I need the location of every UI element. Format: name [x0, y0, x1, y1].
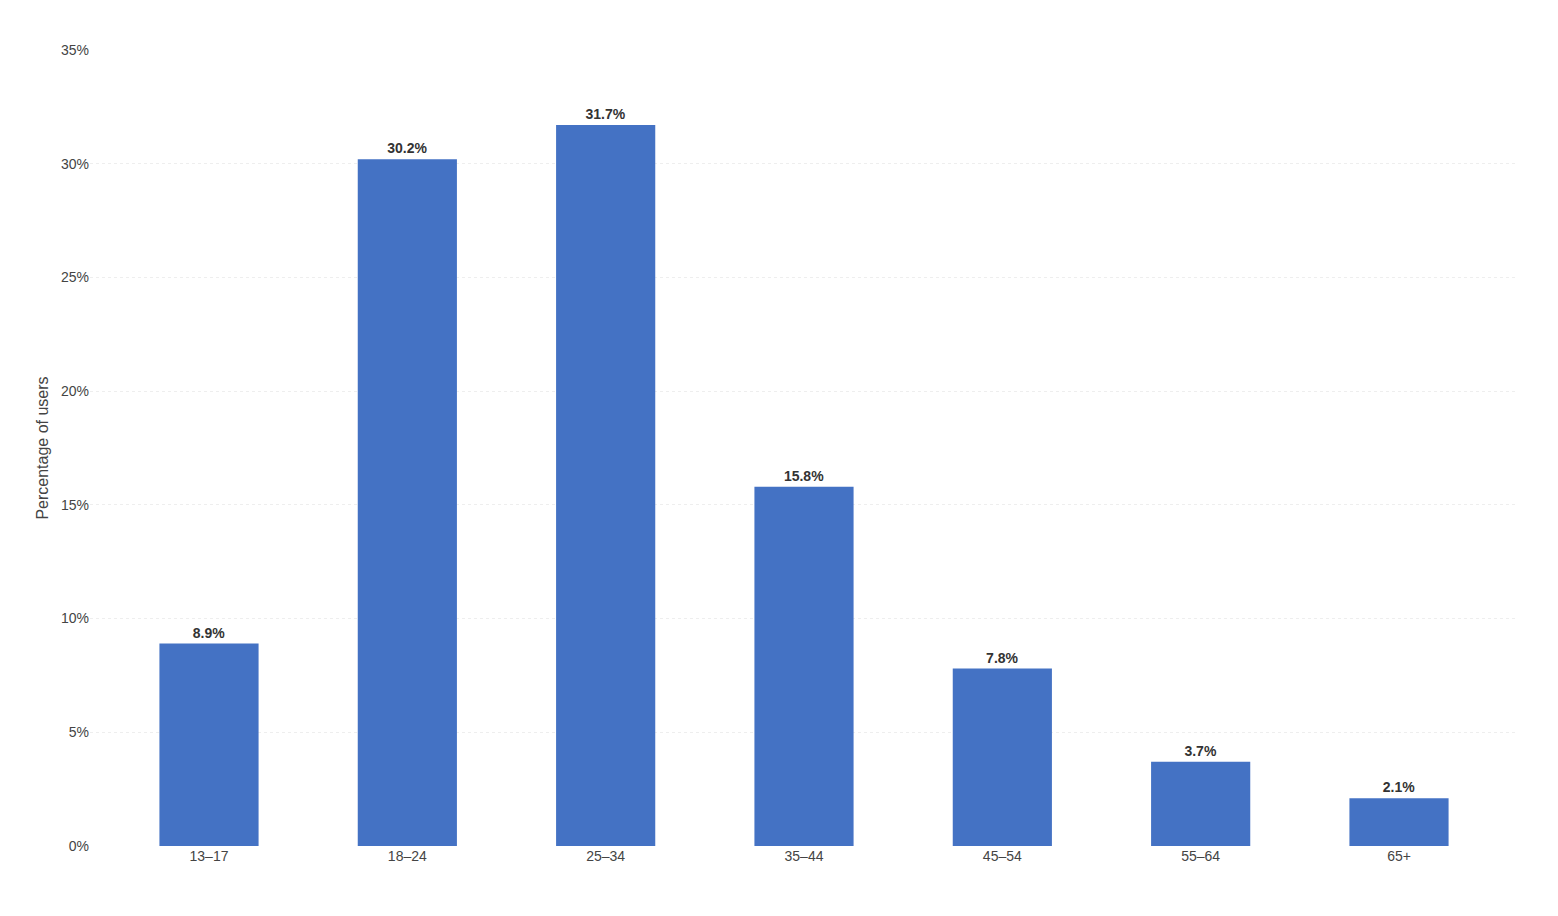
- svg-text:8.9%: 8.9%: [193, 625, 225, 641]
- svg-text:13–17: 13–17: [190, 848, 229, 864]
- svg-text:30.2%: 30.2%: [387, 140, 427, 156]
- svg-text:18–24: 18–24: [388, 848, 427, 864]
- svg-text:7.8%: 7.8%: [986, 650, 1018, 666]
- svg-text:0%: 0%: [69, 838, 89, 854]
- svg-text:35%: 35%: [61, 42, 89, 58]
- svg-text:45–54: 45–54: [983, 848, 1022, 864]
- svg-text:35–44: 35–44: [785, 848, 824, 864]
- svg-text:2.1%: 2.1%: [1383, 779, 1415, 795]
- svg-text:31.7%: 31.7%: [586, 106, 626, 122]
- svg-text:15.8%: 15.8%: [784, 468, 824, 484]
- svg-text:25–34: 25–34: [586, 848, 625, 864]
- svg-text:10%: 10%: [61, 610, 89, 626]
- svg-text:30%: 30%: [61, 156, 89, 172]
- svg-text:55–64: 55–64: [1181, 848, 1220, 864]
- svg-text:20%: 20%: [61, 383, 89, 399]
- svg-text:65+: 65+: [1387, 848, 1411, 864]
- svg-text:5%: 5%: [69, 724, 89, 740]
- svg-text:Percentage of users: Percentage of users: [34, 376, 51, 519]
- svg-text:25%: 25%: [61, 269, 89, 285]
- svg-text:3.7%: 3.7%: [1184, 743, 1216, 759]
- svg-text:15%: 15%: [61, 497, 89, 513]
